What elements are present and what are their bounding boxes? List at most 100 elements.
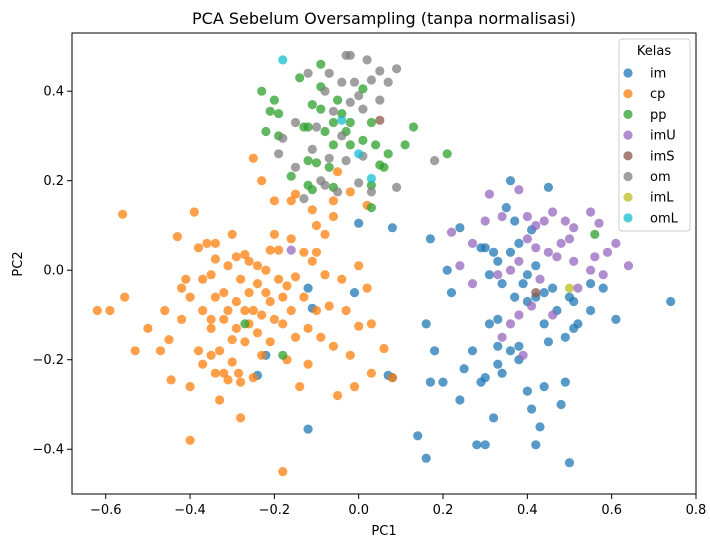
point-cp	[227, 335, 237, 345]
point-pp	[590, 229, 600, 239]
point-im	[459, 364, 469, 374]
point-im	[425, 377, 435, 387]
point-cp	[257, 310, 267, 320]
point-imL	[564, 283, 575, 293]
point-cp	[210, 368, 220, 378]
point-cp	[202, 238, 212, 248]
point-cp	[278, 292, 288, 302]
point-cp	[248, 373, 258, 383]
point-im	[531, 440, 541, 450]
point-cp	[261, 265, 271, 275]
point-pp	[366, 117, 376, 128]
point-pp	[307, 185, 317, 195]
point-im	[467, 346, 478, 356]
point-imU	[623, 261, 634, 271]
point-im	[539, 288, 549, 298]
point-imU	[548, 310, 558, 320]
point-cp	[231, 296, 241, 307]
point-im	[497, 368, 507, 378]
point-omL	[337, 115, 347, 125]
point-cp	[274, 245, 284, 255]
point-om	[375, 66, 385, 76]
point-imU	[514, 185, 524, 195]
point-imU	[522, 234, 533, 244]
point-cp	[227, 229, 237, 239]
point-imU	[527, 301, 537, 311]
legend-label-cp: cp	[650, 87, 665, 102]
y-tick-label: 0.2	[43, 174, 64, 189]
legend-label-im: im	[650, 67, 666, 82]
point-im	[493, 256, 503, 266]
point-cp	[223, 305, 233, 316]
point-im	[493, 314, 503, 324]
point-cp	[210, 254, 220, 264]
point-im	[564, 458, 575, 468]
point-imU	[497, 211, 507, 222]
point-imU	[531, 243, 541, 253]
point-pp	[316, 104, 326, 114]
point-cp	[337, 274, 347, 284]
point-om	[341, 156, 351, 166]
y-axis-label: PC2	[11, 251, 26, 276]
point-pp	[286, 171, 296, 181]
point-cp	[215, 346, 225, 356]
point-im	[527, 404, 537, 414]
legend-marker-cp	[623, 89, 633, 99]
point-imU	[514, 256, 524, 266]
point-im	[438, 377, 448, 387]
point-im	[543, 182, 554, 192]
point-imU	[598, 270, 608, 280]
point-im	[522, 270, 533, 280]
legend-label-imS: imS	[650, 149, 675, 164]
point-om	[290, 162, 301, 172]
point-cp	[307, 256, 317, 266]
legend-label-omL: omL	[650, 211, 679, 226]
point-im	[666, 296, 676, 307]
point-cp	[177, 314, 187, 324]
point-cp	[316, 332, 326, 342]
point-cp	[303, 323, 313, 333]
point-imU	[446, 227, 457, 237]
point-om	[383, 77, 393, 87]
point-cp	[252, 279, 263, 289]
point-pp	[240, 319, 250, 329]
point-im	[484, 319, 494, 329]
point-imU	[543, 247, 554, 257]
point-pp	[278, 350, 288, 360]
point-imU	[531, 220, 541, 231]
point-imS	[531, 288, 541, 298]
point-im	[489, 413, 499, 423]
x-tick-label: 0.0	[348, 503, 369, 518]
point-cp	[269, 314, 279, 324]
point-im	[586, 279, 596, 289]
point-im	[514, 238, 524, 248]
legend-label-om: om	[650, 170, 671, 185]
point-cp	[311, 305, 322, 316]
point-imU	[569, 223, 579, 233]
point-om	[354, 91, 364, 101]
legend-marker-imU	[623, 130, 633, 140]
point-im	[531, 261, 541, 271]
point-cp	[257, 176, 267, 186]
point-cp	[333, 390, 343, 401]
point-cp	[295, 382, 305, 392]
point-cp	[198, 305, 208, 316]
point-cp	[299, 247, 309, 257]
point-im	[569, 296, 579, 307]
plot-area	[71, 32, 697, 495]
point-imU	[518, 350, 528, 360]
point-imU	[586, 265, 596, 275]
point-pp	[337, 109, 347, 119]
point-cp	[105, 305, 115, 316]
y-axis-ticks: −0.4 −0.2 0.0 0.2 0.4	[32, 85, 72, 458]
point-cp	[219, 368, 229, 378]
point-im	[413, 431, 423, 441]
point-im	[497, 279, 507, 289]
point-cp	[193, 346, 204, 356]
point-cp	[240, 337, 250, 347]
point-cp	[324, 301, 334, 311]
point-pp	[379, 162, 389, 172]
point-cp	[185, 435, 195, 445]
point-imU	[611, 238, 621, 248]
x-tick-label: 0.6	[601, 503, 622, 518]
